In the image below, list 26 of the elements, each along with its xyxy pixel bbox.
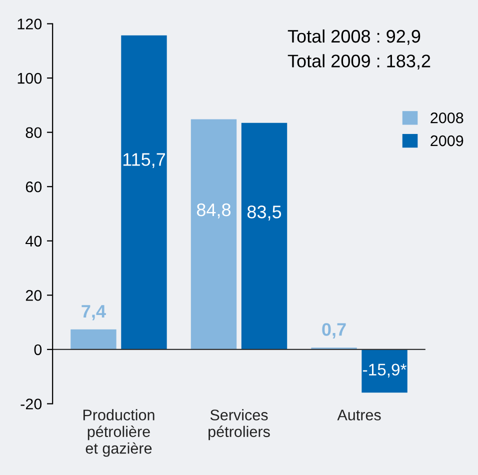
annotation: Total 2009 : 183,2 [288, 54, 430, 70]
bar [121, 35, 167, 350]
annotation: Total 2008 : 92,9 [288, 29, 420, 45]
bar [70, 329, 116, 350]
y-tick-label: 40 [26, 236, 42, 247]
data-label: 115,7 [123, 153, 166, 168]
y-tick-label: 0 [34, 344, 42, 356]
bar [190, 119, 237, 350]
x-tick-label: Autres [337, 410, 381, 420]
data-label: 83,5 [247, 206, 282, 220]
x-tick-label: Production pétrolière et gazière [83, 409, 154, 457]
bar [241, 122, 288, 350]
data-label: 0,7 [322, 323, 346, 338]
y-tick-label: -20 [20, 398, 42, 410]
data-label: -15,9* [363, 364, 407, 378]
y-tick-label: 120 [18, 18, 42, 30]
bar [362, 349, 408, 393]
y-tick-label: 100 [18, 72, 42, 84]
legend-label: 2008 [430, 112, 464, 124]
data-label: 7,4 [82, 305, 106, 320]
y-tick-label: 20 [26, 290, 42, 301]
y-tick-label: 80 [26, 127, 42, 138]
legend-label: 2009 [430, 135, 464, 146]
data-label: 84,8 [196, 203, 231, 218]
x-tick-label: Services pétroliers [208, 409, 270, 440]
y-tick-label: 60 [26, 181, 42, 192]
